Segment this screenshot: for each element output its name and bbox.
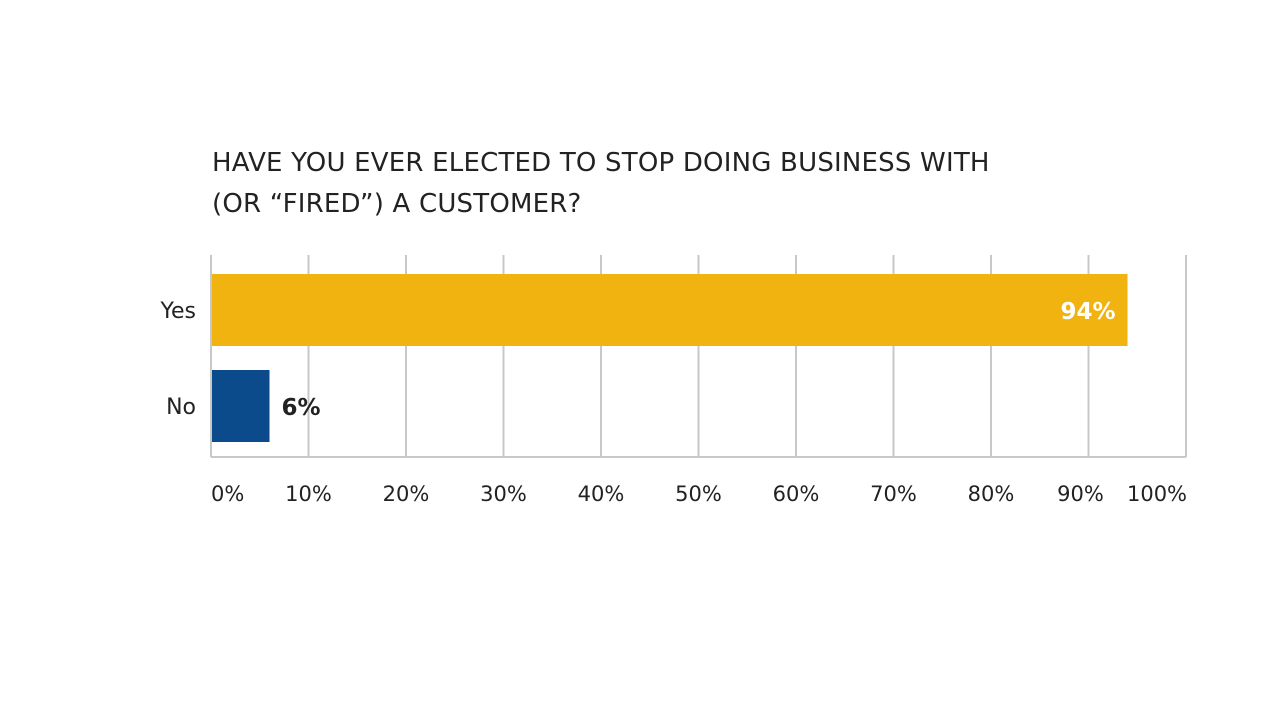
- x-tick-label-40: 40%: [578, 482, 625, 506]
- bar-yes: [212, 274, 1128, 346]
- category-label-no: No: [166, 395, 196, 420]
- x-tick-label-10: 10%: [285, 482, 332, 506]
- chart-title-line-2: (OR “FIRED”) A CUSTOMER?: [212, 189, 582, 219]
- bar-no: [212, 370, 270, 442]
- x-tick-label-80: 80%: [968, 482, 1015, 506]
- x-tick-label-100: 100%: [1127, 482, 1187, 506]
- x-tick-label-90: 90%: [1057, 482, 1104, 506]
- value-label-yes: 94%: [1060, 299, 1115, 325]
- bars: [212, 274, 1128, 442]
- x-tick-label-70: 70%: [870, 482, 917, 506]
- x-tick-label-60: 60%: [773, 482, 820, 506]
- category-label-yes: Yes: [159, 299, 196, 324]
- x-tick-label-0: 0%: [211, 482, 244, 506]
- x-tick-label-30: 30%: [480, 482, 527, 506]
- x-tick-label-50: 50%: [675, 482, 722, 506]
- chart-title: HAVE YOU EVER ELECTED TO STOP DOING BUSI…: [212, 143, 1212, 225]
- x-tick-label-20: 20%: [383, 482, 430, 506]
- chart-title-line-1: HAVE YOU EVER ELECTED TO STOP DOING BUSI…: [212, 148, 990, 178]
- labels: 0% 10% 20% 30% 40% 50% 60% 70% 80% 90% 100% Yes 94% N…: [159, 299, 1187, 506]
- value-label-no: 6%: [282, 395, 321, 421]
